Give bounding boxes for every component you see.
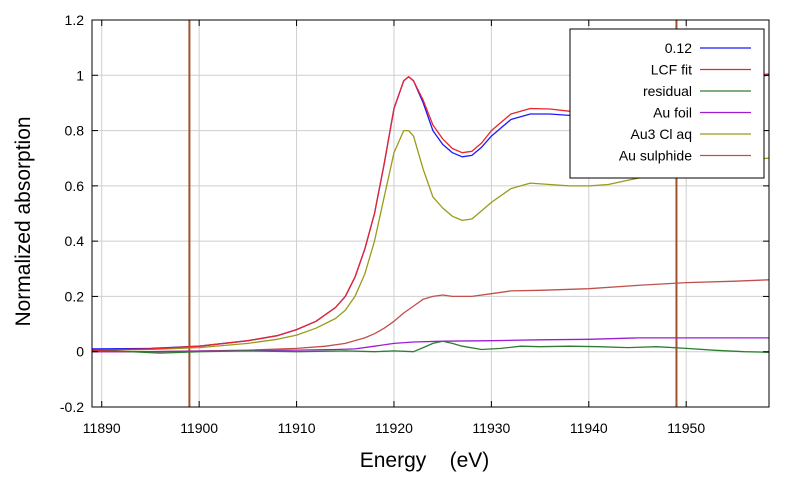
x-tick-labels: 11890 11900 11910 11920 11930 11940 11950 [83, 420, 706, 436]
x-tick-label: 11920 [375, 420, 413, 436]
y-tick-label: 0 [76, 344, 84, 360]
y-tick-label: 0.4 [65, 233, 85, 249]
legend-box [569, 28, 765, 179]
y-tick-labels: -0.2 0 0.2 0.4 0.6 0.8 1 1.2 [60, 12, 84, 415]
x-tick-label: 11930 [472, 420, 510, 436]
x-tick-label: 11890 [83, 420, 121, 436]
x-tick-label: 11950 [667, 420, 705, 436]
y-axis-label: Normalized absorption [12, 116, 35, 326]
axis-ticks [92, 19, 769, 408]
x-tick-label: 11910 [278, 420, 316, 436]
x-tick-label: 11940 [570, 420, 608, 436]
y-tick-label: 0.6 [65, 178, 85, 194]
y-tick-label: 1.2 [65, 12, 85, 28]
y-tick-label: 0.2 [65, 288, 85, 304]
series-line-residual [91, 340, 770, 354]
y-tick-label: 0.8 [65, 123, 85, 139]
x-tick-label: 11900 [180, 420, 218, 436]
legend-label: residual [643, 83, 692, 99]
legend-label: Au foil [653, 105, 692, 121]
x-axis-label: Energy (eV) [360, 449, 490, 472]
y-tick-label: 1 [76, 67, 84, 83]
legend-label: 0.12 [665, 40, 692, 56]
legend-label: LCF fit [651, 62, 692, 78]
y-tick-label: -0.2 [60, 399, 84, 415]
series-line-au-sulphide [92, 279, 770, 353]
plot-frame [91, 19, 770, 408]
legend-label: Au3 Cl aq [631, 126, 692, 142]
legend: 0.12 LCF fit residual Au foil Au3 Cl aq Au su… [569, 28, 765, 179]
legend-label: Au sulphide [619, 148, 692, 164]
